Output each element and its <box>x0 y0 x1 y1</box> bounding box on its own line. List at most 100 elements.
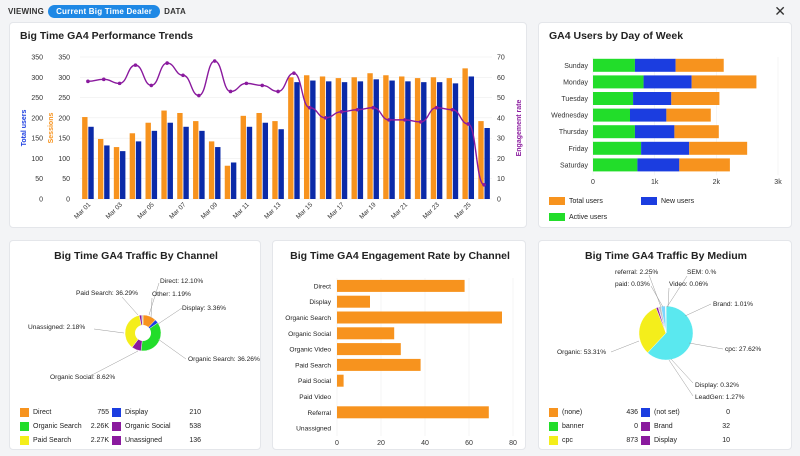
legend-row: Brand 32 <box>641 422 730 431</box>
viewing-bar: VIEWING Current Big Time Dealer DATA <box>0 0 800 22</box>
traffic-medium-card: Big Time GA4 Traffic By Medium referral:… <box>538 240 792 450</box>
bar-sessions <box>335 78 342 199</box>
callout-line <box>157 338 187 360</box>
x-tick-label: 0 <box>335 440 339 447</box>
legend-swatch <box>20 436 29 445</box>
channel-label: Referral <box>308 410 332 417</box>
ylabel-total-users: Total users <box>21 109 28 146</box>
legend-value: 2.27K <box>90 437 109 444</box>
x-tick-label: Mar 01 <box>73 201 93 221</box>
point-engagement-rate <box>292 71 296 76</box>
bar-total-users <box>294 82 300 199</box>
bar-total-users <box>671 92 720 105</box>
bar-new-users <box>641 141 690 155</box>
bar-total-users <box>246 126 253 199</box>
x-tick-label: Mar 07 <box>168 201 188 221</box>
y-tick-total-users: 50 <box>35 176 43 183</box>
channel-label: Display <box>309 299 331 306</box>
traffic-channel-card: Big Time GA4 Traffic By Channel Direct: … <box>9 240 261 450</box>
bar-sessions <box>256 112 262 199</box>
bar-total-users <box>183 126 189 199</box>
bar-total-users <box>675 58 724 72</box>
point-engagement-rate <box>117 81 122 86</box>
legend-swatch <box>112 422 121 431</box>
y-tick-total-users: 250 <box>31 95 43 102</box>
point-engagement-rate <box>197 93 201 98</box>
bar-new-users <box>643 75 692 89</box>
bar-sessions <box>303 75 310 199</box>
callout-label: Direct: 12.10% <box>160 278 203 285</box>
dealer-pill[interactable]: Current Big Time Dealer <box>48 4 161 18</box>
y-tick-total-users: 0 <box>39 197 43 204</box>
y-tick-sessions: 300 <box>58 75 70 82</box>
legend-name: (none) <box>562 409 583 416</box>
bar-sessions <box>383 75 389 199</box>
bar-total-users <box>484 128 490 199</box>
callout-line <box>648 274 662 308</box>
bar-total-users <box>421 82 427 199</box>
legend-row: Organic Search 2.26K <box>20 422 109 431</box>
data-label: DATA <box>164 6 186 16</box>
bar-sessions <box>82 117 88 199</box>
bar-sessions <box>208 141 215 199</box>
x-tick-label: 20 <box>377 440 385 447</box>
legend-total-users: Total users <box>549 197 603 205</box>
bar-total-users <box>666 108 711 122</box>
x-tick-label: 40 <box>421 440 429 447</box>
callout-line <box>157 307 183 325</box>
y-tick-engagement: 70 <box>497 55 505 62</box>
legend-row: (none) 436 <box>549 408 638 417</box>
callout-label: Display: 3.36% <box>182 305 226 312</box>
engagement-chart: 0 20 40 60 80 Direct Display Organic Search Orga… <box>285 278 517 447</box>
legend-value: 873 <box>626 437 638 444</box>
point-engagement-rate <box>307 105 312 110</box>
legend-name: Display <box>654 437 677 444</box>
bar-engagement <box>337 279 465 292</box>
callout-line <box>650 285 664 308</box>
bar-active-users <box>593 92 634 105</box>
bar-total-users <box>341 82 348 199</box>
bar-active-users <box>593 141 642 155</box>
channel-label: Direct <box>314 283 331 290</box>
bar-new-users <box>637 158 680 172</box>
bar-total-users <box>151 130 158 199</box>
x-tick-label: Mar 21 <box>390 201 410 221</box>
bar-total-users <box>468 76 475 199</box>
bar-total-users <box>104 145 110 199</box>
bar-engagement <box>337 406 489 419</box>
traffic-channel-pie: Direct: 12.10% Other: 1.19% Display: 3.36%… <box>28 278 260 381</box>
legend-swatch <box>20 408 29 417</box>
y-tick-sessions: 250 <box>58 95 70 102</box>
bar-total-users <box>436 82 443 199</box>
point-engagement-rate <box>228 89 233 94</box>
close-icon[interactable]: ✕ <box>774 3 786 19</box>
legend-row: Display 210 <box>112 408 201 417</box>
point-engagement-rate <box>149 83 154 88</box>
point-engagement-rate <box>450 107 455 112</box>
callout-label: paid: 0.03% <box>615 281 650 288</box>
bar-active-users <box>593 75 644 89</box>
legend-row: banner 0 <box>549 422 638 431</box>
day-label: Saturday <box>560 162 589 169</box>
point-engagement-rate <box>276 89 280 94</box>
x-tick-label: Mar 19 <box>358 201 378 221</box>
callout-line <box>684 303 712 317</box>
bar-total-users <box>262 122 269 199</box>
viewing-label: VIEWING <box>8 6 45 16</box>
legend-value: 436 <box>626 409 638 416</box>
bar-sessions <box>319 76 326 199</box>
y-tick-sessions: 200 <box>58 115 70 122</box>
y-tick-engagement: 50 <box>497 95 505 102</box>
legend-new-users: New users <box>641 197 694 205</box>
bar-sessions <box>161 110 167 199</box>
bar-engagement <box>337 358 421 371</box>
legend-swatch <box>112 408 121 417</box>
legend-name: Display <box>125 409 148 416</box>
legend-value: 136 <box>189 437 201 444</box>
callout-label: Paid Search: 36.29% <box>76 290 138 297</box>
point-engagement-rate <box>418 120 423 124</box>
point-engagement-rate <box>466 122 471 126</box>
trend-title: Big Time GA4 Performance Trends <box>20 30 194 42</box>
bar-engagement <box>337 343 401 356</box>
